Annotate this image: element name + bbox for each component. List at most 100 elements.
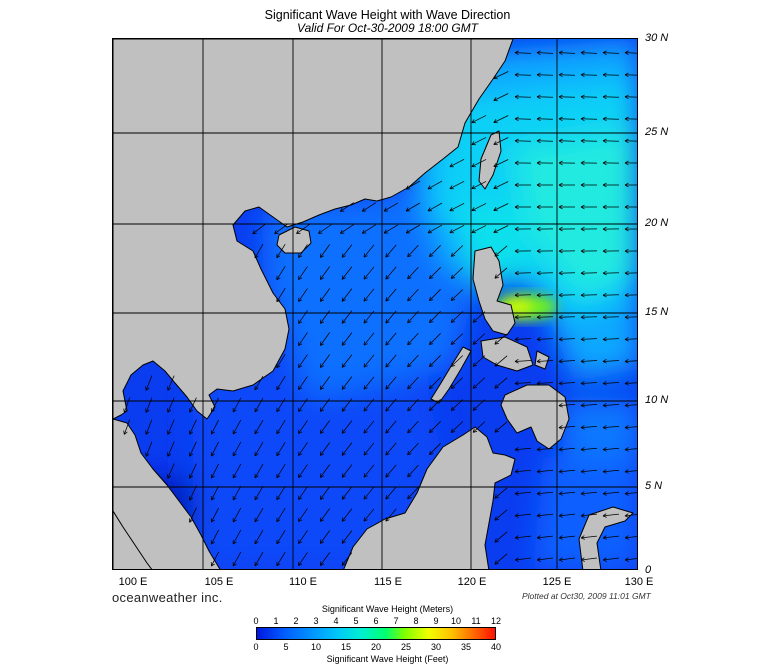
wave-arrow-head (319, 319, 322, 324)
wave-arrow-head (493, 162, 497, 167)
wave-arrow-head (145, 453, 150, 457)
wave-arrow-head (514, 339, 519, 342)
wave-arrow (514, 447, 532, 451)
wave-arrow-head (341, 407, 344, 412)
wave-arrow (254, 441, 264, 457)
wave-arrow-head (536, 248, 541, 252)
wave-arrow-head (211, 475, 215, 479)
wave-arrow-head (602, 270, 607, 274)
wave-arrow-head (602, 537, 607, 540)
wave-arrow-head (514, 535, 519, 539)
wave-arrow-head (580, 383, 585, 386)
wave-arrow-head (558, 381, 563, 384)
wave-arrow (449, 158, 465, 168)
wave-arrow (450, 355, 464, 367)
wave-arrow (319, 552, 331, 566)
wave-arrow (471, 203, 487, 211)
lat-label-5n: 5 N (645, 480, 663, 492)
wave-arrow-head (319, 429, 322, 434)
wave-arrow-head (472, 384, 475, 389)
wave-arrow-head (385, 275, 387, 280)
wave-arrow-head (558, 250, 563, 254)
wave-arrow-head (536, 449, 541, 452)
wave-arrow-head (320, 255, 325, 258)
wave-arrow-head (407, 384, 409, 389)
wave-arrow-head (472, 406, 475, 411)
wave-arrow-head (298, 475, 303, 478)
wave-arrow (254, 529, 264, 545)
wave-arrow-head (363, 277, 368, 280)
wave-arrow-head (602, 336, 607, 340)
wave-arrow-head (407, 431, 412, 434)
wave-arrow-head (451, 409, 456, 411)
wave-arrow-head (427, 185, 431, 190)
lat-lon-grid (113, 39, 637, 569)
wave-arrow-head (514, 72, 519, 76)
wave-arrow-head (536, 160, 541, 164)
wave-arrow-head (473, 409, 478, 411)
wave-arrow-head (558, 449, 563, 452)
colorbar-meters-tick: 6 (373, 616, 379, 626)
wave-arrow (602, 74, 620, 76)
wave-arrow (536, 338, 554, 340)
wave-arrow (580, 382, 598, 384)
wave-arrow-head (624, 228, 629, 232)
wave-arrow-head (276, 475, 281, 479)
wave-arrow (450, 311, 464, 323)
wave-arrow (363, 420, 375, 434)
wave-arrow-head (580, 204, 585, 208)
wave-arrow (276, 376, 286, 390)
wave-arrow-head (514, 228, 519, 232)
wave-arrow (298, 244, 308, 258)
wave-arrow (493, 71, 509, 79)
wave-arrow (558, 513, 576, 517)
wave-arrow-head (580, 162, 585, 166)
wave-arrow-head (602, 226, 607, 230)
wave-arrow (407, 420, 419, 434)
wave-arrow-head (602, 559, 607, 562)
wave-arrow-head (536, 140, 541, 144)
wave-arrow-head (580, 96, 585, 100)
wave-arrow-head (514, 513, 519, 517)
colorbar (256, 627, 496, 640)
wave-arrow-head (558, 96, 563, 100)
wave-arrow-head (580, 294, 585, 298)
wave-map (112, 38, 638, 570)
colorbar-title-meters: Significant Wave Height (Meters) (321, 604, 454, 614)
wave-arrow (602, 382, 620, 384)
wave-arrow-head (602, 182, 607, 186)
wave-arrow-head (536, 162, 541, 166)
wave-arrow (558, 404, 576, 406)
wave-arrow (296, 224, 310, 234)
wave-arrow-head (536, 292, 541, 296)
wave-arrow-head (494, 541, 499, 543)
wave-arrow (298, 420, 308, 434)
wave-arrow-head (602, 74, 607, 78)
wave-arrow (449, 202, 465, 212)
wave-arrow (341, 266, 353, 280)
wave-arrow-head (494, 560, 497, 565)
wave-arrow-head (624, 74, 629, 78)
wave-arrow-head (580, 471, 585, 474)
wave-arrow (450, 245, 464, 257)
lon-label-125e: 125 E (542, 576, 572, 588)
wave-arrow-head (341, 321, 346, 324)
wave-arrow (211, 397, 219, 413)
wave-arrow-head (363, 407, 366, 412)
wave-arrow (341, 420, 353, 434)
wave-arrow-head (514, 537, 519, 540)
wave-arrow-head (363, 519, 368, 522)
wave-arrow-head (558, 361, 563, 364)
wave-arrow (427, 202, 443, 212)
wave-arrow-head (407, 299, 412, 302)
colorbar-meters-tick: 7 (393, 616, 399, 626)
wave-arrow-head (494, 255, 499, 257)
wave-arrow (624, 316, 637, 318)
wave-arrow-head (536, 182, 541, 186)
wave-arrow (558, 469, 576, 473)
wave-arrow-head (558, 491, 563, 495)
wave-arrow-head (320, 497, 325, 500)
colorbar-feet-tick: 0 (253, 642, 259, 652)
wave-arrow (536, 382, 554, 384)
wave-arrow-head (493, 184, 497, 189)
